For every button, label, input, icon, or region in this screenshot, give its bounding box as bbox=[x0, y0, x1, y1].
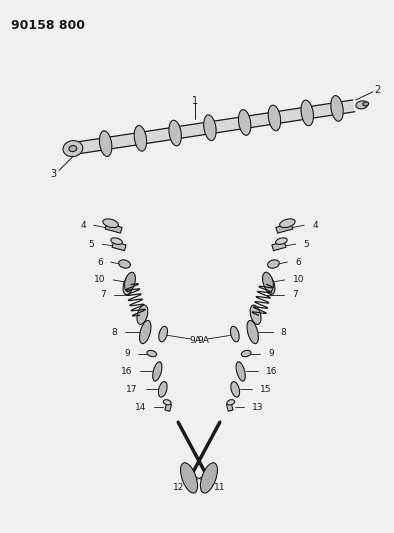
Text: 16: 16 bbox=[266, 367, 277, 376]
Text: 4: 4 bbox=[80, 221, 86, 230]
Ellipse shape bbox=[231, 382, 240, 397]
Ellipse shape bbox=[264, 275, 275, 295]
Text: 5: 5 bbox=[89, 240, 94, 248]
Text: 15: 15 bbox=[260, 385, 271, 394]
Ellipse shape bbox=[268, 105, 281, 131]
Text: 9A: 9A bbox=[197, 335, 209, 344]
Text: 5: 5 bbox=[304, 240, 310, 248]
Ellipse shape bbox=[125, 272, 136, 292]
Ellipse shape bbox=[180, 463, 197, 493]
Ellipse shape bbox=[301, 100, 313, 126]
Ellipse shape bbox=[169, 120, 181, 146]
Ellipse shape bbox=[262, 272, 273, 292]
Ellipse shape bbox=[159, 326, 167, 342]
Polygon shape bbox=[227, 403, 233, 411]
Ellipse shape bbox=[139, 320, 151, 344]
Text: 9A: 9A bbox=[189, 335, 201, 344]
Text: 8: 8 bbox=[112, 328, 117, 336]
Ellipse shape bbox=[137, 305, 148, 325]
Ellipse shape bbox=[152, 362, 162, 381]
Ellipse shape bbox=[103, 219, 118, 228]
Ellipse shape bbox=[111, 238, 123, 245]
Text: 90158 800: 90158 800 bbox=[11, 19, 85, 33]
Text: 6: 6 bbox=[97, 257, 103, 266]
Text: 16: 16 bbox=[121, 367, 132, 376]
Text: 3: 3 bbox=[50, 169, 56, 180]
Text: 10: 10 bbox=[94, 276, 105, 285]
Ellipse shape bbox=[69, 146, 77, 151]
Ellipse shape bbox=[241, 350, 251, 357]
Ellipse shape bbox=[250, 305, 261, 325]
Text: 8: 8 bbox=[281, 328, 286, 336]
Text: 9: 9 bbox=[268, 349, 274, 358]
Polygon shape bbox=[72, 100, 355, 155]
Text: 1: 1 bbox=[192, 96, 198, 106]
Ellipse shape bbox=[123, 275, 134, 295]
Text: 9: 9 bbox=[124, 349, 130, 358]
Text: 13: 13 bbox=[252, 403, 263, 412]
Ellipse shape bbox=[164, 400, 171, 405]
Ellipse shape bbox=[236, 362, 245, 381]
Polygon shape bbox=[165, 403, 171, 411]
Text: 7: 7 bbox=[292, 290, 298, 300]
Ellipse shape bbox=[201, 463, 217, 493]
Ellipse shape bbox=[238, 110, 251, 135]
Ellipse shape bbox=[63, 141, 83, 157]
Polygon shape bbox=[272, 241, 286, 251]
Text: 7: 7 bbox=[100, 290, 106, 300]
Ellipse shape bbox=[230, 326, 239, 342]
Ellipse shape bbox=[119, 260, 130, 268]
Text: 17: 17 bbox=[126, 385, 138, 394]
Ellipse shape bbox=[227, 400, 235, 405]
Ellipse shape bbox=[204, 115, 216, 141]
Polygon shape bbox=[105, 223, 122, 233]
Ellipse shape bbox=[356, 101, 368, 109]
Ellipse shape bbox=[147, 350, 157, 357]
Text: 2: 2 bbox=[375, 85, 381, 95]
Ellipse shape bbox=[363, 102, 369, 106]
Polygon shape bbox=[276, 223, 293, 233]
Text: 11: 11 bbox=[214, 483, 225, 492]
Ellipse shape bbox=[331, 95, 343, 121]
Text: 10: 10 bbox=[293, 276, 304, 285]
Ellipse shape bbox=[268, 260, 279, 268]
Polygon shape bbox=[112, 241, 126, 251]
Ellipse shape bbox=[247, 320, 258, 344]
Text: 4: 4 bbox=[312, 221, 318, 230]
Text: 6: 6 bbox=[295, 257, 301, 266]
Text: 14: 14 bbox=[135, 403, 146, 412]
Ellipse shape bbox=[99, 131, 112, 157]
Ellipse shape bbox=[280, 219, 295, 228]
Ellipse shape bbox=[275, 238, 287, 245]
Text: 12: 12 bbox=[173, 483, 184, 492]
Ellipse shape bbox=[158, 382, 167, 397]
Ellipse shape bbox=[134, 126, 147, 151]
